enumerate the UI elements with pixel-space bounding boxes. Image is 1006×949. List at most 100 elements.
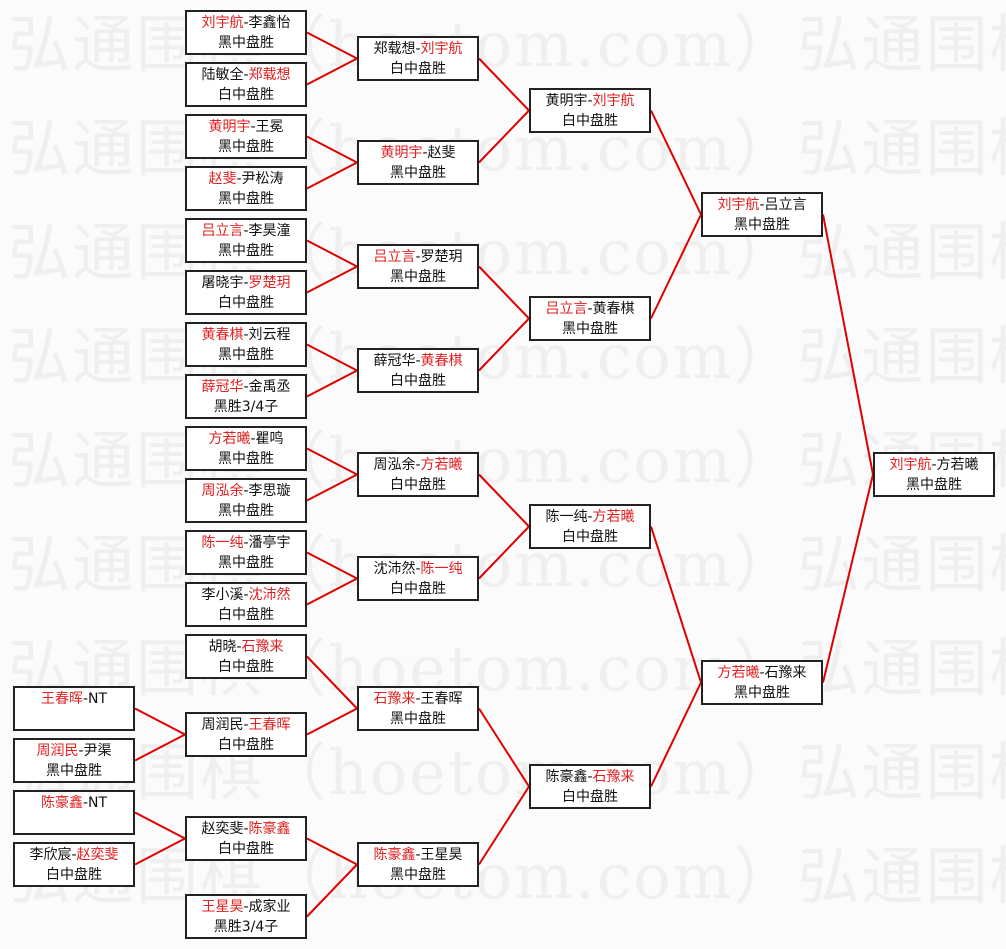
match-box: 周润民-王春晖 白中盘胜 (185, 712, 307, 757)
match-box: 郑载想-刘宇航 白中盘胜 (357, 36, 479, 81)
player-name: 尹松涛 (241, 171, 284, 187)
separator: - (82, 691, 89, 707)
match-players: 屠晓宇-罗楚玥 (187, 273, 305, 293)
separator: - (243, 327, 249, 343)
match-result: 白中盘胜 (562, 789, 618, 805)
winner-name: 刘宇航 (717, 197, 760, 213)
player-name: NT (88, 795, 108, 811)
player-name: 郑载想 (373, 41, 416, 57)
match-players: 黄明宇-刘宇航 (531, 91, 649, 111)
winner-name: 周泓余 (201, 483, 244, 499)
connector-line (650, 682, 702, 787)
match-box: 李小溪-沈沛然 白中盘胜 (185, 582, 307, 627)
player-name: 王星昊 (420, 847, 463, 863)
winner-name: 薛冠华 (201, 379, 244, 395)
separator: - (243, 15, 249, 31)
match-result: 白中盘胜 (562, 113, 618, 129)
winner-name: 沈沛然 (248, 587, 291, 603)
match-players: 王星昊-成家业 (187, 897, 305, 917)
match-result: 黑胜3/4子 (213, 919, 279, 935)
connector-line (134, 811, 186, 840)
player-name: 潘亭宇 (248, 535, 291, 551)
separator: - (587, 769, 593, 785)
match-result: 白中盘胜 (218, 659, 274, 675)
player-name: 李昊潼 (248, 223, 291, 239)
separator: - (415, 561, 421, 577)
match-box: 周润民-尹渠 黑中盘胜 (13, 738, 135, 783)
separator: - (931, 457, 937, 473)
connector-line (306, 57, 358, 86)
connector-line (478, 109, 530, 164)
match-result: 白中盘胜 (218, 607, 274, 623)
match-players: 薛冠华-黄春棋 (359, 351, 477, 371)
match-result: 白中盘胜 (218, 737, 274, 753)
separator: - (415, 847, 421, 863)
connector-line (478, 57, 530, 112)
player-name: 李鑫怡 (248, 15, 291, 31)
separator: - (243, 379, 249, 395)
connector-line (306, 707, 358, 736)
match-players: 赵奕斐-陈豪鑫 (187, 819, 305, 839)
player-name: 王冕 (255, 119, 284, 135)
match-players: 刘宇航-吕立言 (703, 195, 821, 215)
match-box: 吕立言-李昊潼 黑中盘胜 (185, 218, 307, 263)
match-result: 白中盘胜 (390, 581, 446, 597)
match-result: 黑中盘胜 (218, 139, 274, 155)
match-result: 黑中盘胜 (218, 555, 274, 571)
match-box: 刘宇航-李鑫怡 黑中盘胜 (185, 10, 307, 55)
match-result: 白中盘胜 (562, 529, 618, 545)
winner-name: 刘宇航 (592, 93, 635, 109)
match-result: 黑中盘胜 (218, 35, 274, 51)
match-players: 王春晖-NT (15, 689, 133, 709)
winner-name: 陈一纯 (201, 535, 244, 551)
connector-line (306, 31, 358, 60)
match-box: 陈一纯-潘亭宇黑中盘胜 (185, 530, 307, 575)
connector-line (306, 369, 358, 398)
winner-name: 吕立言 (201, 223, 244, 239)
separator: - (422, 145, 428, 161)
player-name: 黄春棋 (592, 301, 635, 317)
separator: - (415, 249, 421, 265)
match-result: 黑中盘胜 (218, 503, 274, 519)
match-result: 黑中盘胜 (218, 451, 274, 467)
separator: - (236, 639, 242, 655)
separator: - (415, 41, 421, 57)
separator: - (759, 197, 765, 213)
connector-line (478, 265, 530, 320)
connector-line (306, 863, 358, 918)
player-name: NT (88, 691, 108, 707)
match-box: 陈一纯-方若曦 白中盘胜 (529, 504, 651, 549)
player-name: 陆敏全 (201, 67, 244, 83)
match-result: 白中盘胜 (218, 295, 274, 311)
separator: - (587, 509, 593, 525)
match-players: 赵斐-尹松涛 (187, 169, 305, 189)
match-players: 陈豪鑫-石豫来 (531, 767, 649, 787)
match-box: 陈豪鑫-NT (13, 790, 135, 835)
winner-name: 方若曦 (208, 431, 251, 447)
separator: - (71, 847, 77, 863)
match-players: 陈一纯-潘亭宇 (187, 533, 305, 553)
match-box: 吕立言-黄春棋 黑中盘胜 (529, 296, 651, 341)
separator: - (587, 93, 593, 109)
winner-name: 陈豪鑫 (40, 795, 83, 811)
match-result: 白中盘胜 (46, 867, 102, 883)
match-box: 屠晓宇-罗楚玥白中盘胜 (185, 270, 307, 315)
winner-name: 黄春棋 (420, 353, 463, 369)
separator: - (415, 353, 421, 369)
player-name: 胡晓 (208, 639, 237, 655)
connector-line (306, 161, 358, 190)
separator: - (243, 899, 249, 915)
winner-name: 石豫来 (241, 639, 284, 655)
connector-line (478, 317, 530, 372)
match-players: 陈豪鑫-NT (15, 793, 133, 813)
match-box: 李欣宸-赵奕斐 白中盘胜 (13, 842, 135, 887)
connector-line (650, 110, 702, 215)
match-players: 黄春棋-刘云程 (187, 325, 305, 345)
winner-name: 方若曦 (717, 665, 760, 681)
match-result: 白中盘胜 (390, 373, 446, 389)
connector-line (650, 526, 702, 683)
match-result: 黑中盘胜 (562, 321, 618, 337)
player-name: 吕立言 (764, 197, 807, 213)
match-result: 白中盘胜 (218, 87, 274, 103)
